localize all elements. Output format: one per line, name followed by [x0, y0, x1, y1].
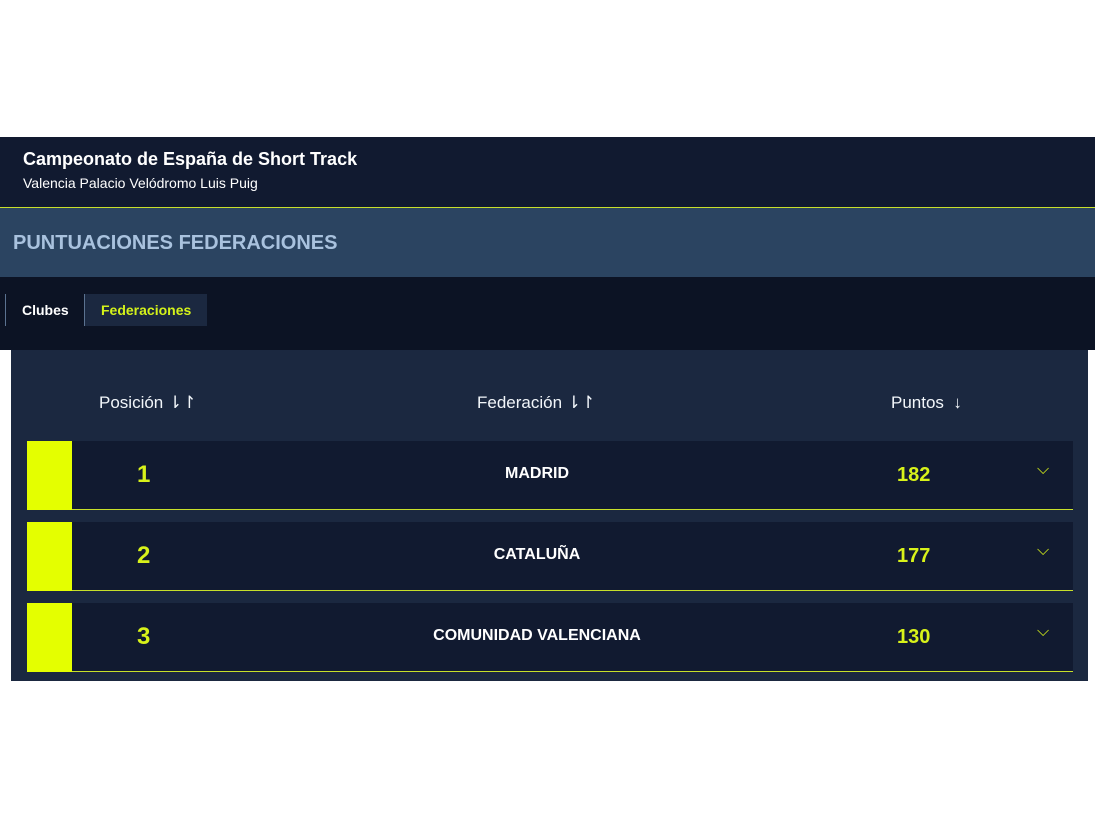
standings-table: Posición ⇂↾ Federación ⇂↾ Puntos ↓ 1 MAD… — [11, 350, 1088, 681]
chevron-down-icon[interactable]: ⌵ — [1037, 542, 1050, 559]
points: 182 — [897, 464, 931, 486]
tab-bar: Clubes Federaciones — [0, 277, 1095, 350]
tab-federaciones[interactable]: Federaciones — [84, 294, 208, 326]
federation-name: CATALUÑA — [493, 546, 581, 563]
rank-marker — [27, 522, 72, 591]
column-header-posicion[interactable]: Posición ⇂↾ — [99, 393, 197, 413]
rank-marker — [27, 603, 72, 672]
position: 1 — [137, 461, 151, 488]
table-row[interactable]: 1 MADRID 182 ⌵ — [27, 441, 1073, 510]
column-header-federacion[interactable]: Federación ⇂↾ — [477, 393, 595, 413]
app-header: Campeonato de España de Short Track Vale… — [0, 137, 1095, 208]
federation-name: MADRID — [505, 465, 569, 482]
column-header-puntos[interactable]: Puntos ↓ — [891, 393, 962, 413]
section-title: PUNTUACIONES FEDERACIONES — [13, 232, 338, 254]
points: 130 — [897, 626, 931, 648]
tab-clubes[interactable]: Clubes — [5, 294, 85, 326]
points: 177 — [897, 545, 931, 567]
column-label: Posición — [99, 393, 164, 412]
sort-down-icon[interactable]: ↓ — [953, 393, 962, 412]
position: 3 — [137, 623, 151, 650]
sort-icon[interactable]: ⇂↾ — [566, 393, 596, 412]
column-label: Puntos — [891, 393, 944, 412]
sort-icon[interactable]: ⇂↾ — [168, 393, 197, 412]
table-row[interactable]: 2 CATALUÑA 177 ⌵ — [27, 522, 1073, 591]
event-title: Campeonato de España de Short Track — [23, 149, 358, 169]
federation-name: COMUNIDAD VALENCIANA — [433, 627, 641, 644]
section-banner: PUNTUACIONES FEDERACIONES — [0, 208, 1095, 277]
table-row[interactable]: 3 COMUNIDAD VALENCIANA 130 ⌵ — [27, 603, 1073, 672]
position: 2 — [137, 542, 151, 569]
rank-marker — [27, 441, 72, 510]
column-label: Federación — [477, 393, 563, 412]
chevron-down-icon[interactable]: ⌵ — [1037, 461, 1050, 478]
chevron-down-icon[interactable]: ⌵ — [1037, 623, 1050, 640]
event-venue: Valencia Palacio Velódromo Luis Puig — [23, 175, 258, 191]
